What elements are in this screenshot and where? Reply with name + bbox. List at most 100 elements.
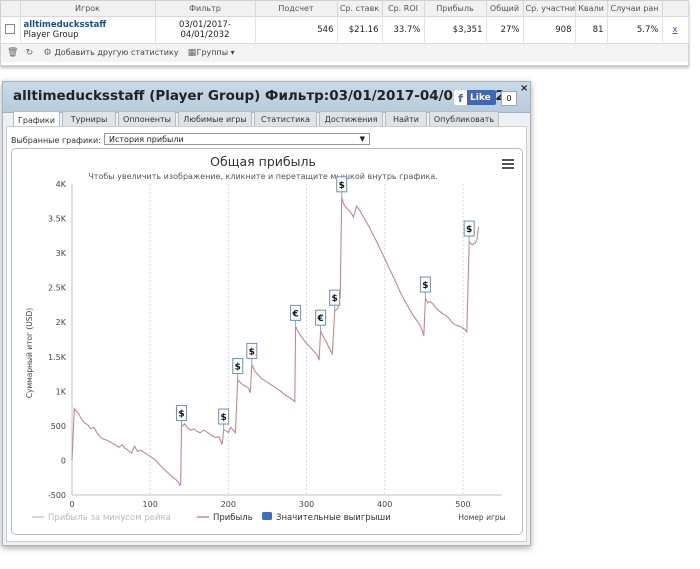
add-stat-label: Добавить другую статистику (54, 48, 179, 57)
big-win-flag[interactable]: $ (463, 220, 475, 243)
flag-label: $ (235, 363, 241, 373)
y-tick-label: 1.5K (48, 353, 67, 362)
add-stat-button[interactable]: ⚙ Добавить другую статистику (43, 48, 179, 58)
header-avg-roi[interactable]: Ср. ROI (382, 1, 425, 17)
refresh-icon[interactable]: ↻ (25, 48, 34, 58)
tab-graphs[interactable]: Графики (13, 111, 60, 128)
big-win-flag[interactable]: $ (336, 176, 348, 198)
filter-cell: 03/01/2017- 04/01/2032 (155, 16, 256, 43)
chart-title: Общая прибыль (210, 154, 316, 169)
header-quali[interactable]: Квали (575, 1, 608, 17)
tab-favorite-games[interactable]: Любимые игры (178, 111, 252, 127)
header-count[interactable]: Подсчет (255, 1, 338, 17)
stats-header-row: Игрок Фильтр Подсчет Ср. ставк Ср. ROI П… (1, 1, 689, 17)
legend-net-profit[interactable]: Прибыль за минусом рейка (48, 513, 171, 523)
player-modal: alltimeducksstaff (Player Group) Фильтр:… (2, 81, 531, 546)
tab-statistics[interactable]: Статистика (254, 111, 317, 127)
header-cases[interactable]: Случаи ран (607, 1, 663, 17)
stats-toolbar: 🗑 ↻ ⚙ Добавить другую статистику ▦Группы… (1, 43, 688, 62)
y-tick-label: -500 (48, 491, 66, 500)
trash-icon[interactable]: 🗑 (7, 48, 19, 58)
big-win-flag[interactable]: $ (419, 276, 431, 299)
facebook-icon: f (454, 90, 467, 105)
flag-box (218, 408, 230, 425)
remove-row-link[interactable]: x (672, 25, 678, 35)
big-win-flag[interactable]: $ (218, 408, 230, 431)
cases-cell: 5.7% (607, 16, 663, 43)
y-tick-label: 3K (56, 249, 67, 258)
profit-chart[interactable]: Общая прибыль Чтобы увеличить изображени… (11, 148, 523, 535)
header-avg-entrants[interactable]: Ср. участни (523, 1, 576, 17)
total-cell: 27% (486, 16, 524, 43)
header-avg-stake[interactable]: Ср. ставк (337, 1, 383, 17)
y-tick-label: 2K (56, 318, 67, 327)
table-row: alltimeducksstaff Player Group 03/01/201… (1, 16, 689, 43)
flag-box (329, 289, 341, 306)
chevron-down-icon: ▾ (230, 48, 235, 57)
x-tick-label: 500 (455, 500, 470, 509)
modal-tabs: Графики Турниры Оппоненты Любимые игры С… (13, 111, 499, 128)
quali-cell: 81 (575, 16, 608, 43)
y-axis-label: Суммарный итог (USD) (25, 308, 34, 399)
tab-achievements[interactable]: Достижения (319, 111, 383, 127)
header-profit[interactable]: Прибыль (424, 1, 487, 17)
close-icon[interactable]: × (520, 83, 529, 94)
groups-button[interactable]: ▦Группы ▾ (188, 48, 235, 58)
header-player[interactable]: Игрок (20, 1, 156, 17)
legend-big-wins[interactable]: Значительные выигрыши (276, 513, 391, 523)
big-win-flag[interactable]: $ (175, 405, 187, 427)
flag-label: $ (221, 413, 227, 423)
avg-roi-cell: 33.7% (382, 16, 425, 43)
player-name-link[interactable]: alltimeducksstaff (23, 20, 107, 30)
caret-down-icon: ▼ (359, 135, 365, 143)
y-tick-label: 500 (51, 422, 66, 431)
hamburger-menu-icon[interactable] (502, 159, 514, 171)
flag-label: $ (422, 281, 428, 291)
flag-label: $ (249, 347, 255, 357)
grid-icon: ▦ (187, 48, 197, 58)
tab-tournaments[interactable]: Турниры (62, 111, 116, 127)
flag-label: € (316, 314, 323, 324)
legend-profit[interactable]: Прибыль (213, 513, 253, 523)
big-win-flag[interactable]: € (290, 304, 302, 327)
flag-label: $ (466, 225, 472, 235)
tab-publish[interactable]: Опубликовать (429, 111, 499, 127)
flag-box (175, 405, 187, 422)
facebook-like-button[interactable]: f Like (454, 90, 496, 105)
big-win-flag[interactable]: $ (329, 289, 341, 312)
avg-entrants-cell: 908 (523, 16, 576, 43)
flag-label: $ (339, 181, 345, 191)
flag-box (232, 358, 244, 375)
flag-label: $ (332, 294, 338, 304)
flag-box (463, 220, 475, 237)
x-tick-label: 0 (69, 500, 74, 509)
flag-box (419, 276, 431, 293)
player-cell: alltimeducksstaff Player Group (20, 16, 156, 43)
header-total[interactable]: Общий (486, 1, 524, 17)
groups-label: Группы (196, 48, 229, 57)
row-checkbox-cell (1, 16, 21, 43)
big-win-flag[interactable]: $ (232, 358, 244, 380)
graph-select-value: История прибыли (109, 134, 184, 144)
avg-stake-cell: $21.16 (337, 16, 383, 43)
graphs-panel: Выбранные графики: История прибыли ▼ Общ… (6, 126, 527, 542)
x-axis-label: Номер игры (458, 513, 505, 522)
tab-search[interactable]: Найти (385, 111, 427, 127)
y-tick-label: 1K (56, 387, 67, 396)
flag-box (246, 342, 258, 359)
big-win-flag[interactable]: $ (246, 342, 258, 365)
x-tick-label: 200 (221, 500, 236, 509)
legend-swatch-big-wins (262, 512, 272, 520)
header-filter[interactable]: Фильтр (155, 1, 256, 17)
header-remove (662, 1, 689, 17)
remove-cell: x (662, 16, 689, 43)
tab-opponents[interactable]: Оппоненты (118, 111, 176, 127)
filter-line-1: 03/01/2017- (178, 20, 232, 30)
x-tick-label: 300 (299, 500, 314, 509)
like-label: Like (470, 92, 491, 103)
chart-subtitle: Чтобы увеличить изображение, кликните и … (88, 172, 437, 181)
big-win-flag[interactable]: € (315, 309, 327, 332)
graph-select[interactable]: История прибыли ▼ (104, 133, 370, 145)
row-checkbox[interactable] (5, 23, 16, 34)
profit-cell: $3,351 (424, 16, 487, 43)
